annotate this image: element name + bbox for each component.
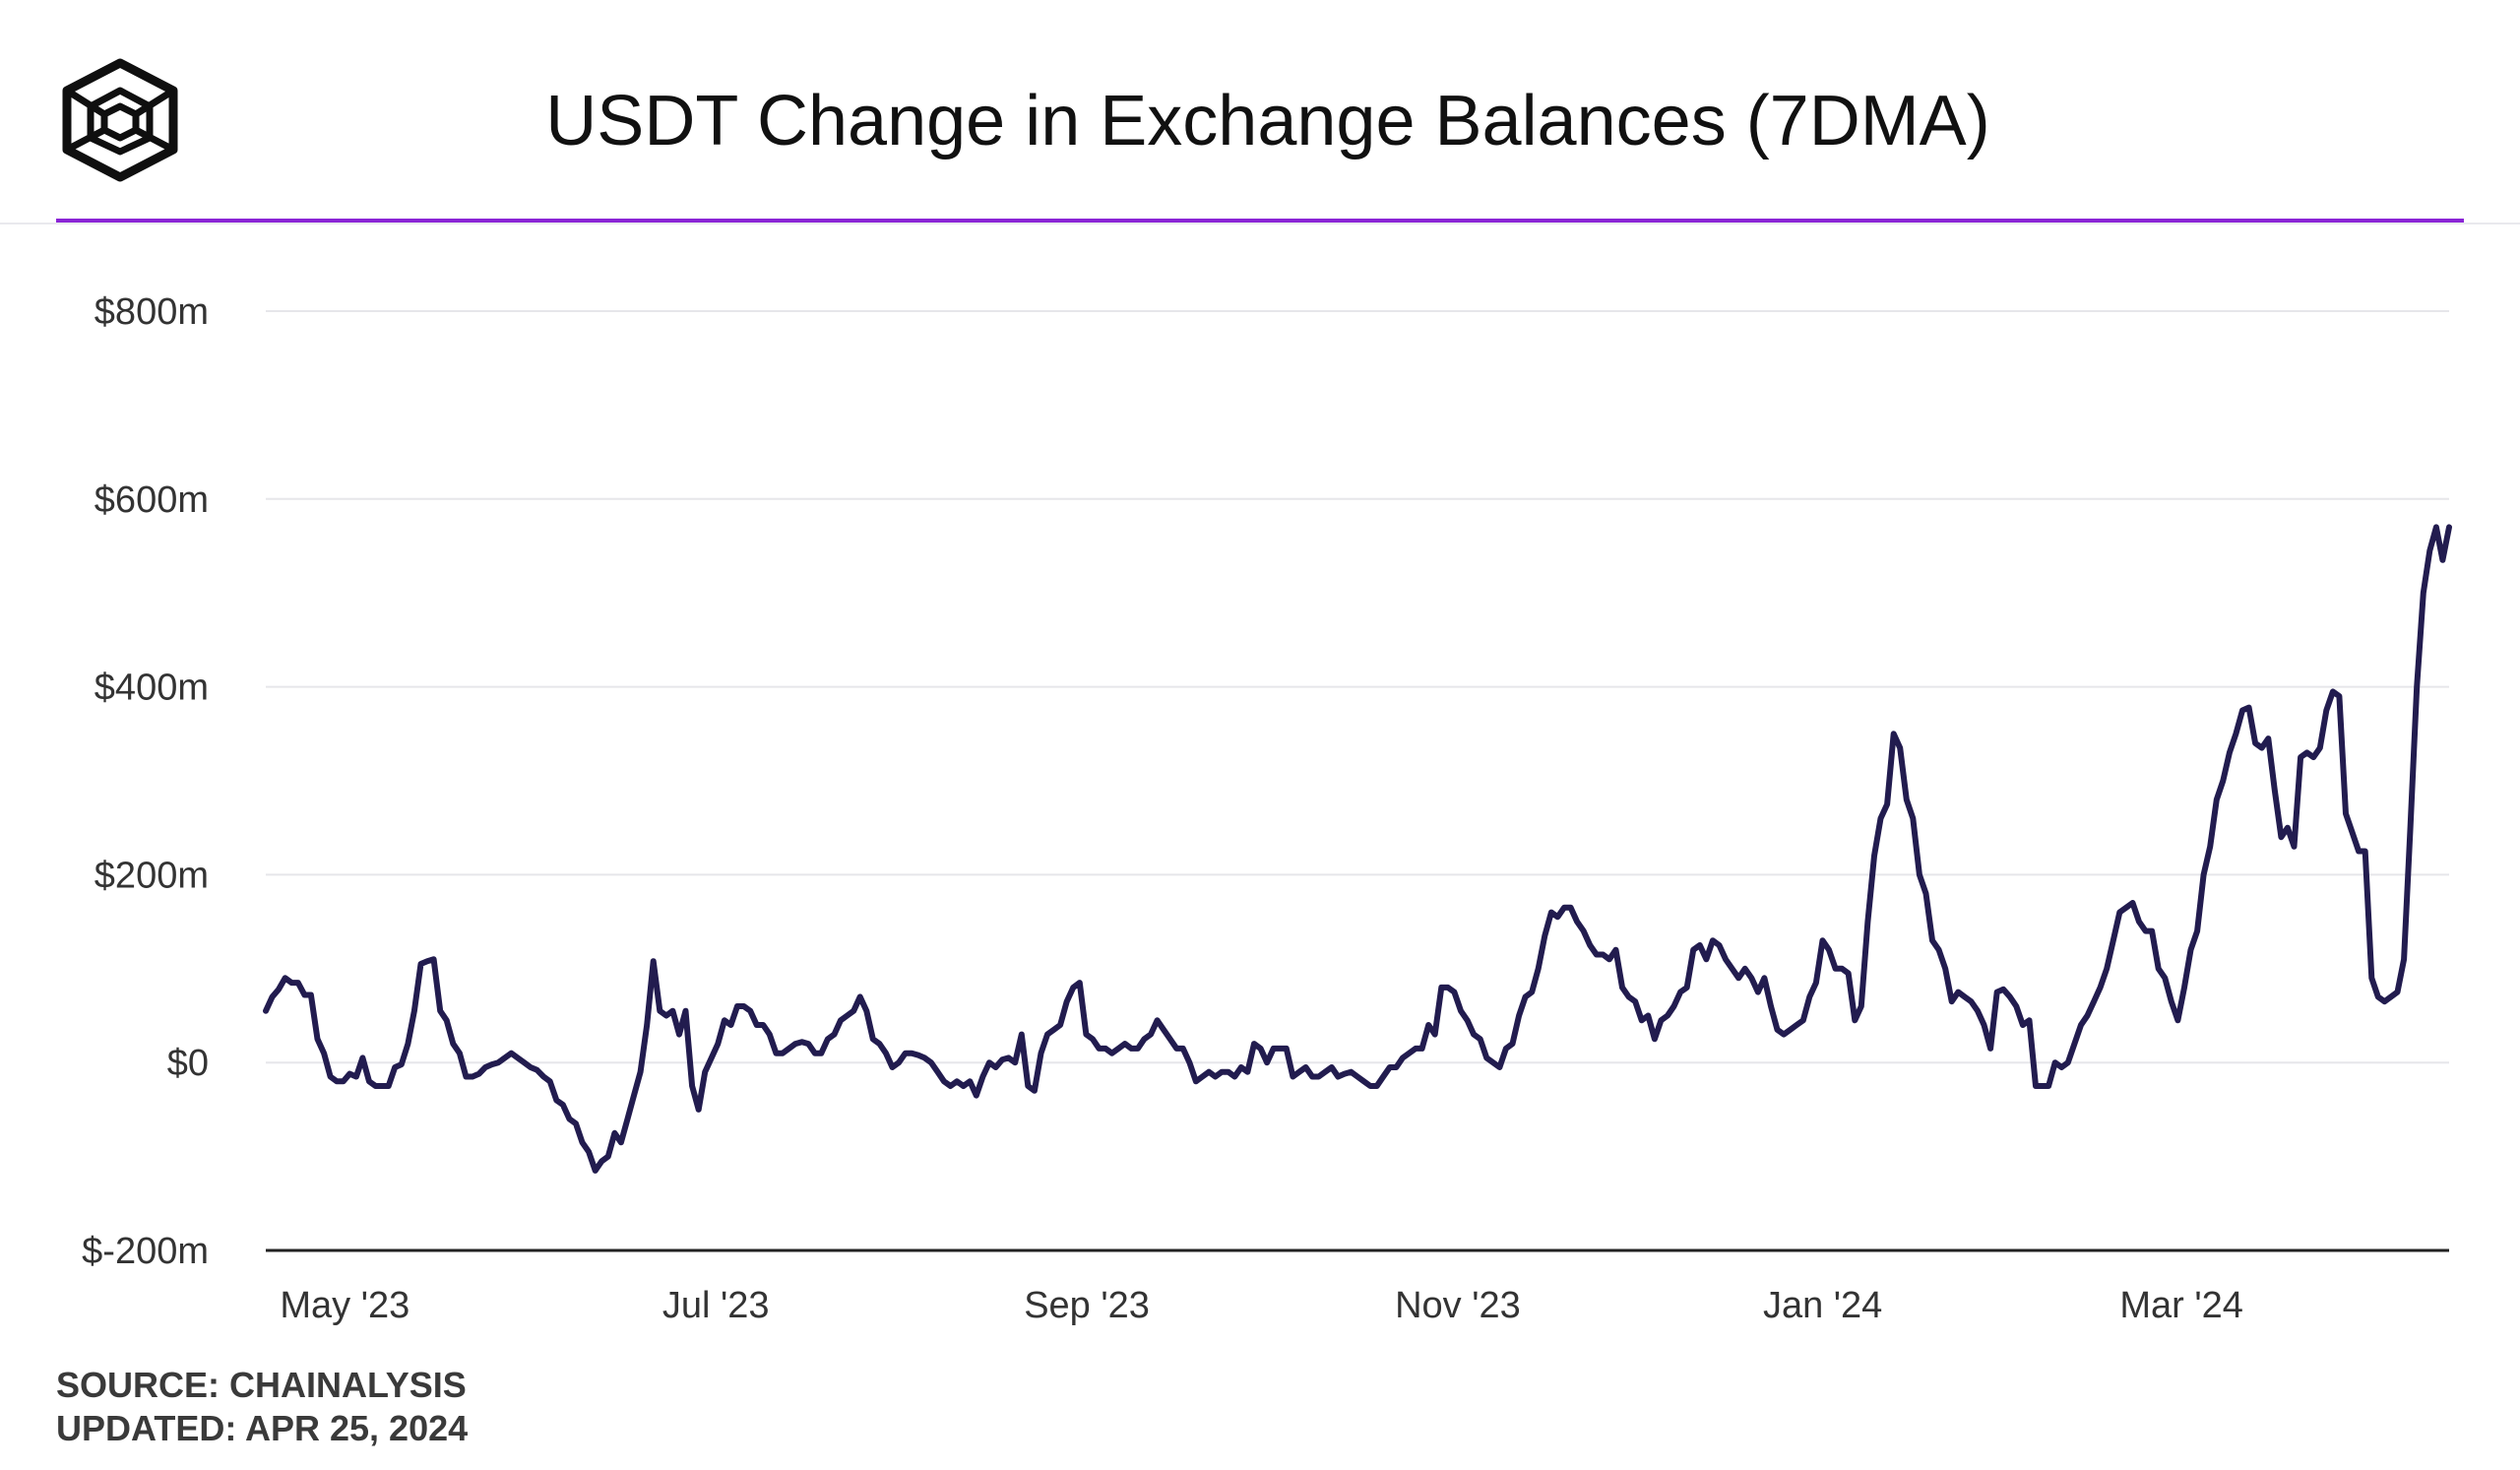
series-line <box>263 524 2452 1174</box>
x-tick-label: Jan '24 <box>1763 1285 1882 1326</box>
x-tick-label: Jul '23 <box>662 1285 770 1326</box>
x-tick-label: Sep '23 <box>1024 1285 1150 1326</box>
header-divider <box>0 223 2520 224</box>
x-tick-label: May '23 <box>280 1285 410 1326</box>
y-tick-label: $0 <box>167 1043 209 1084</box>
y-tick-label: $-200m <box>82 1231 209 1272</box>
updated-text: UPDATED: APR 25, 2024 <box>56 1408 469 1448</box>
header-accent-line <box>56 219 2464 223</box>
y-tick-label: $400m <box>94 668 209 709</box>
x-tick-label: Mar '24 <box>2119 1285 2243 1326</box>
y-tick-label: $200m <box>94 855 209 896</box>
source-text: SOURCE: CHAINALYSIS <box>56 1365 467 1405</box>
x-tick-label: Nov '23 <box>1395 1285 1521 1326</box>
chainalysis-cube-logo-icon <box>57 57 183 183</box>
chart-title: USDT Change in Exchange Balances (7DMA) <box>545 82 1990 160</box>
y-tick-label: $600m <box>94 479 209 521</box>
footer: SOURCE: CHAINALYSIS UPDATED: APR 25, 202… <box>56 1364 468 1450</box>
y-tick-label: $800m <box>94 291 209 333</box>
